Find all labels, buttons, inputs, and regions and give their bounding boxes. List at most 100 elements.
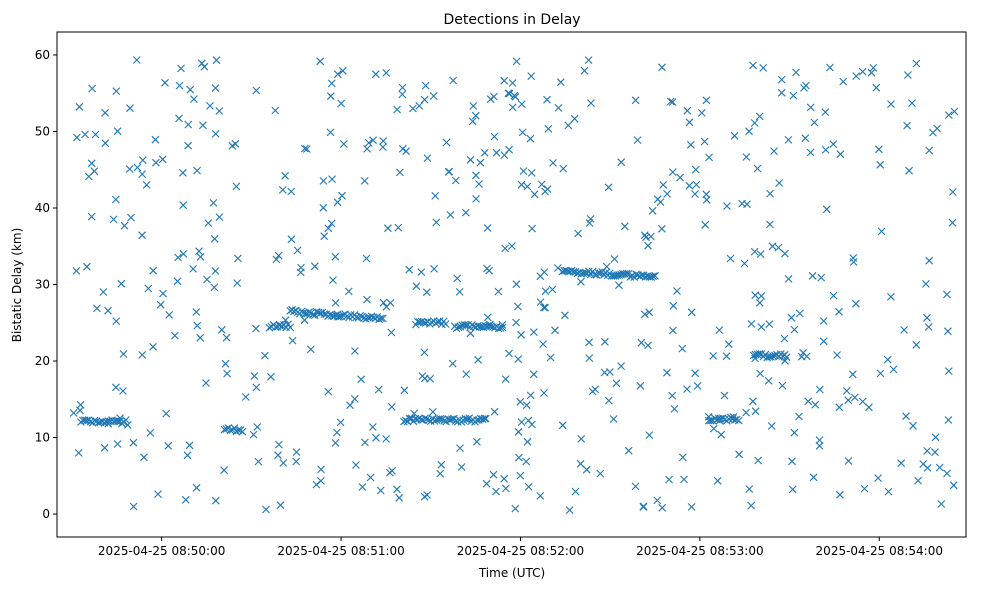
data-point bbox=[751, 407, 760, 416]
data-point bbox=[670, 405, 679, 413]
data-point bbox=[222, 333, 231, 342]
data-point bbox=[253, 423, 262, 431]
data-point bbox=[320, 232, 329, 241]
data-point bbox=[902, 412, 910, 421]
data-point bbox=[223, 369, 231, 378]
data-point bbox=[437, 460, 446, 469]
data-point bbox=[162, 409, 171, 418]
data-point bbox=[482, 479, 491, 488]
data-point bbox=[177, 64, 185, 73]
data-point bbox=[836, 490, 844, 499]
data-point bbox=[604, 396, 613, 405]
data-point bbox=[784, 136, 793, 144]
data-point bbox=[336, 418, 345, 427]
data-point bbox=[360, 177, 369, 185]
data-point bbox=[121, 416, 130, 424]
data-point bbox=[74, 449, 83, 457]
data-point bbox=[612, 379, 621, 388]
data-point bbox=[338, 191, 346, 200]
y-axis: 0 10 20 30 40 50 60 bbox=[35, 48, 57, 521]
data-point bbox=[288, 336, 297, 345]
data-point bbox=[645, 308, 654, 317]
data-point bbox=[924, 323, 933, 331]
data-point bbox=[797, 352, 806, 361]
data-point bbox=[914, 476, 922, 485]
data-point bbox=[717, 430, 726, 439]
data-point bbox=[238, 427, 247, 436]
data-point bbox=[129, 438, 138, 447]
data-point bbox=[705, 153, 713, 162]
data-point bbox=[852, 299, 860, 308]
data-point bbox=[127, 213, 135, 222]
data-point bbox=[161, 78, 169, 87]
data-point bbox=[570, 114, 579, 123]
data-point bbox=[210, 234, 219, 243]
data-point bbox=[331, 439, 340, 447]
data-point bbox=[742, 408, 750, 417]
data-point bbox=[402, 147, 410, 156]
data-point bbox=[931, 448, 939, 457]
data-point bbox=[735, 450, 743, 459]
x-tick-label: 2025-04-25 08:51:00 bbox=[277, 544, 404, 558]
data-point bbox=[292, 457, 301, 466]
data-point bbox=[875, 145, 883, 154]
data-point bbox=[524, 483, 533, 491]
data-point bbox=[189, 265, 197, 273]
data-point bbox=[501, 484, 510, 493]
data-point bbox=[490, 132, 499, 141]
data-point bbox=[206, 102, 214, 110]
data-point bbox=[429, 408, 437, 416]
data-point bbox=[617, 362, 625, 370]
data-point bbox=[211, 496, 220, 505]
data-point bbox=[382, 435, 390, 443]
data-point bbox=[819, 337, 828, 346]
data-point bbox=[73, 133, 81, 142]
data-point bbox=[501, 244, 509, 253]
data-point bbox=[669, 326, 677, 335]
y-tick-label: 20 bbox=[35, 354, 50, 368]
data-point bbox=[817, 273, 826, 282]
data-point bbox=[887, 292, 895, 301]
data-point bbox=[743, 200, 751, 209]
data-point bbox=[522, 401, 531, 410]
data-point bbox=[512, 280, 521, 289]
data-point bbox=[897, 459, 906, 468]
data-point bbox=[339, 140, 348, 148]
data-point bbox=[806, 148, 815, 157]
data-point bbox=[829, 291, 838, 300]
data-point bbox=[366, 473, 375, 482]
data-point bbox=[740, 259, 749, 268]
data-point bbox=[200, 62, 209, 71]
data-point bbox=[423, 154, 432, 162]
data-point bbox=[587, 99, 595, 107]
data-point bbox=[215, 107, 224, 115]
data-point bbox=[604, 183, 613, 192]
data-point bbox=[456, 444, 464, 452]
data-point bbox=[350, 395, 359, 403]
data-point bbox=[453, 274, 462, 283]
data-point bbox=[745, 485, 754, 493]
data-point bbox=[792, 68, 800, 77]
data-point bbox=[379, 143, 387, 151]
data-point bbox=[462, 370, 471, 378]
data-point bbox=[759, 64, 768, 72]
data-point bbox=[120, 221, 129, 230]
data-point bbox=[742, 153, 751, 161]
data-point bbox=[528, 420, 536, 429]
data-point bbox=[232, 182, 241, 191]
data-point bbox=[544, 124, 553, 133]
data-point bbox=[281, 316, 290, 325]
data-point bbox=[316, 57, 325, 66]
data-point bbox=[935, 463, 944, 472]
data-point bbox=[363, 145, 371, 153]
data-point bbox=[590, 270, 599, 279]
data-point bbox=[508, 103, 517, 112]
data-point bbox=[302, 145, 311, 153]
data-point bbox=[528, 224, 536, 233]
data-point bbox=[372, 433, 380, 442]
data-point bbox=[174, 253, 182, 262]
data-point bbox=[713, 476, 722, 485]
data-point bbox=[925, 256, 934, 265]
data-point bbox=[379, 298, 388, 307]
data-point bbox=[101, 108, 109, 117]
